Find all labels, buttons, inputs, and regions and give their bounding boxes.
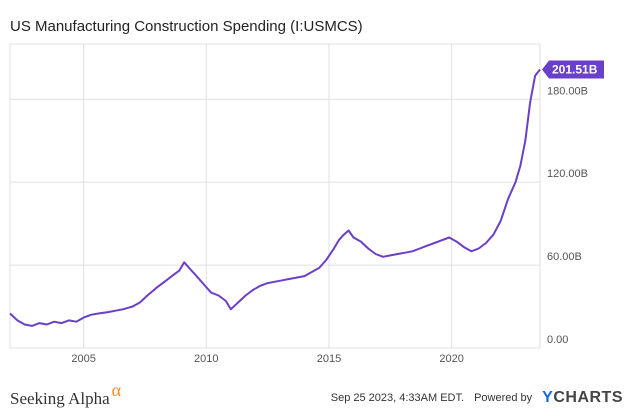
chart-title: US Manufacturing Construction Spending (… xyxy=(10,18,363,35)
x-axis-ticks: 2005 2010 2015 2020 xyxy=(71,353,464,365)
x-tick-label: 2015 xyxy=(317,353,341,365)
x-tick-label: 2020 xyxy=(439,353,463,365)
y-tick-label: 0.00 xyxy=(547,334,568,346)
y-tick-label: 180.00B xyxy=(547,85,588,97)
last-value-badge: 201.51B xyxy=(542,60,604,79)
last-value-badge-shape xyxy=(542,60,604,79)
brand-left: Seeking Alpha α xyxy=(10,380,121,409)
ycharts-text: CHARTS xyxy=(553,389,623,406)
alpha-icon: α xyxy=(111,380,122,400)
plot-area xyxy=(9,43,541,349)
y-tick-label: 60.00B xyxy=(547,251,582,263)
x-tick-label: 2005 xyxy=(71,353,95,365)
series-line xyxy=(9,68,541,327)
y-tick-label: 120.00B xyxy=(547,168,588,180)
x-tick-label: 2010 xyxy=(194,353,218,365)
last-value-label: 201.51B xyxy=(552,63,598,77)
ycharts-y-icon: Y xyxy=(542,389,554,406)
brand-left-text: Seeking Alpha xyxy=(10,389,110,408)
y-gridlines xyxy=(10,98,540,349)
footer-info: Sep 25 2023, 4:33AM EDT. Powered by YCHA… xyxy=(331,389,623,407)
powered-by: Powered by xyxy=(474,392,533,404)
ycharts-logo: YCHARTS xyxy=(542,389,623,407)
x-gridlines xyxy=(83,44,453,348)
timestamp: Sep 25 2023, 4:33AM EDT. xyxy=(330,392,465,404)
y-axis-ticks: 0.00 60.00B 120.00B 180.00B xyxy=(547,85,588,346)
